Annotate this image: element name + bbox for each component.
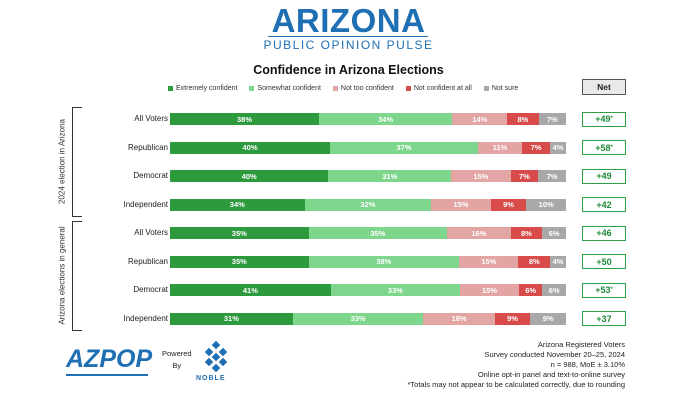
group-label: Arizona elections in general (57, 226, 67, 325)
legend-swatch (405, 86, 411, 91)
brand-subtitle: PUBLIC OPINION PULSE (263, 38, 434, 52)
row-label: Democrat (133, 285, 168, 295)
legend-swatch (332, 86, 338, 91)
bar-segment: 6% (542, 227, 566, 240)
row-label: All Voters (134, 228, 168, 238)
bar-segment: 9% (490, 198, 527, 211)
noble-logo-text: NOBLE (196, 375, 226, 382)
bar-segment: 15% (451, 170, 511, 183)
bar-segment: 10% (526, 198, 566, 211)
note-line: *Totals may not appear to be calculated … (407, 380, 626, 389)
bar-segment: 33% (292, 312, 424, 325)
bar-segment: 8% (507, 113, 539, 126)
net-value: +42 (582, 197, 626, 213)
legend-item: Not confident at all (405, 85, 472, 92)
note-line: Survey conducted November 20–25, 2024 (484, 350, 625, 359)
legend-label: Not sure (491, 85, 519, 92)
chart-legend: Extremely confident Somewhat confident Not… (168, 85, 518, 92)
bar-segment: 4% (550, 141, 566, 154)
bar-segment: 14% (452, 113, 508, 126)
row-label: Republican (127, 256, 168, 266)
row-label: Democrat (133, 171, 168, 181)
bar-segment: 18% (423, 312, 495, 325)
bar-segment: 31% (170, 312, 293, 325)
legend-label: Not confident at all (413, 85, 472, 92)
legend-swatch (483, 86, 489, 91)
note-line: n = 988, MoE ± 3.10% (550, 360, 625, 369)
net-value: +58 * (582, 140, 626, 156)
group-label: 2024 election in Arizona (57, 119, 67, 204)
bar-segment: 9% (494, 312, 531, 325)
powered-by-text: Powered By (162, 348, 192, 372)
net-value: +50 (582, 254, 626, 270)
bar-segment: 16% (447, 227, 511, 240)
bar-segment: 38% (170, 113, 319, 126)
group-bracket (72, 107, 82, 217)
bar-segment: 32% (304, 198, 432, 211)
legend-item: Somewhat confident (249, 85, 321, 92)
bar-segment: 37% (330, 141, 478, 154)
bar-segment: 35% (170, 227, 309, 240)
bar-segment: 9% (530, 312, 566, 325)
bar-segment: 6% (542, 284, 566, 297)
bar-segment: 34% (170, 198, 305, 211)
bar-segment: 33% (330, 284, 461, 297)
row-label: Independent (123, 199, 169, 209)
legend-label: Extremely confident (176, 85, 238, 92)
group-bracket (72, 221, 82, 331)
bar-segment: 15% (431, 198, 491, 211)
legend-swatch (168, 86, 173, 91)
bar-segment: 8% (510, 227, 543, 240)
bar-segment: 7% (538, 113, 566, 126)
row-label: All Voters (134, 114, 168, 124)
bar-segment: 8% (518, 255, 551, 268)
note-line: Arizona Registered Voters (537, 340, 625, 349)
net-value: +53 * (582, 282, 626, 298)
powered-label: Powered (162, 349, 192, 358)
legend-label: Somewhat confident (257, 85, 321, 92)
legend-swatch (249, 86, 255, 91)
azpop-logo-underline (66, 374, 148, 376)
note-line: Online opt-in panel and text-to-online s… (477, 370, 625, 379)
bar-segment: 40% (170, 170, 329, 183)
bar-segment: 15% (459, 255, 519, 268)
net-value: +49 * (582, 111, 626, 127)
legend-item: Extremely confident (168, 85, 237, 92)
bar-segment: 40% (170, 141, 330, 154)
by-label: By (172, 361, 182, 370)
net-value: +37 (582, 311, 626, 327)
bar-segment: 11% (478, 141, 522, 154)
net-column-header: Net (582, 79, 626, 95)
chart-title: Confidence in Arizona Elections (253, 63, 444, 77)
legend-label: Not too confident (340, 85, 394, 92)
row-label: Independent (123, 313, 169, 323)
legend-item: Not sure (483, 85, 519, 92)
bar-segment: 41% (170, 284, 331, 297)
bar-segment: 15% (460, 284, 519, 297)
row-label: Republican (127, 142, 168, 152)
bar-segment: 38% (308, 255, 460, 268)
brand-divider (268, 36, 428, 37)
bar-segment: 31% (328, 170, 452, 183)
bar-segment: 34% (318, 113, 453, 126)
bar-segment: 7% (510, 170, 539, 183)
bar-segment: 7% (522, 141, 550, 154)
bar-segment: 35% (170, 255, 309, 268)
bar-segment: 7% (538, 170, 566, 183)
noble-logo-icon (204, 341, 228, 373)
brand-title: ARIZONA (271, 2, 426, 39)
net-value: +46 (582, 225, 626, 241)
net-value: +49 (582, 168, 626, 184)
bar-segment: 35% (308, 227, 448, 240)
legend-item: Not too confident (332, 85, 394, 92)
bar-segment: 4% (550, 255, 566, 268)
survey-notes: Arizona Registered Voters Survey conduct… (408, 340, 626, 390)
bar-segment: 6% (518, 284, 543, 297)
azpop-logo: AZPOP (66, 345, 153, 373)
